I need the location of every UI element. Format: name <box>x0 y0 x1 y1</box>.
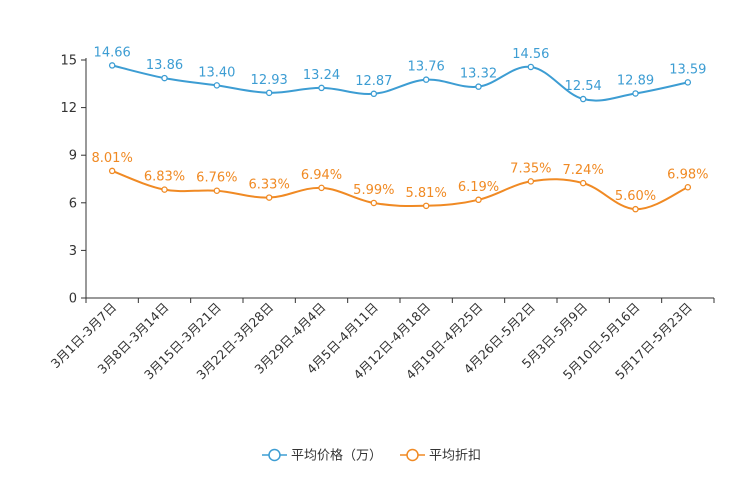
data-point[interactable] <box>527 178 535 185</box>
data-point[interactable] <box>370 90 378 98</box>
y-tick-label: 9 <box>69 149 77 164</box>
data-point[interactable] <box>161 186 168 193</box>
data-label: 12.87 <box>355 74 392 89</box>
data-point[interactable] <box>265 89 273 97</box>
data-label: 14.66 <box>94 45 131 60</box>
legend[interactable]: 平均价格（万） 平均折扣 <box>262 448 481 464</box>
data-label: 5.60% <box>615 189 656 204</box>
data-point[interactable] <box>370 199 378 207</box>
data-label: 12.89 <box>617 73 654 88</box>
data-point[interactable] <box>684 79 692 86</box>
data-point[interactable] <box>318 184 325 192</box>
legend-marker-icon <box>406 448 419 462</box>
data-point[interactable] <box>684 184 692 191</box>
data-label: 12.54 <box>565 79 602 94</box>
data-label: 13.86 <box>146 58 183 73</box>
data-label: 6.76% <box>196 171 237 186</box>
data-point[interactable] <box>265 194 273 201</box>
data-label: 6.94% <box>301 168 342 183</box>
data-label: 6.19% <box>458 180 499 195</box>
y-tick-label: 3 <box>69 244 77 259</box>
data-label: 6.83% <box>144 170 185 185</box>
data-label: 13.76 <box>408 60 445 75</box>
data-point[interactable] <box>579 95 587 103</box>
series-1: 14.66 13.86 13.40 12.93 13.24 12.87 13.76 13.32… <box>94 45 706 103</box>
data-label: 5.99% <box>353 183 394 198</box>
series-line <box>111 169 689 211</box>
series-2: 8.01% 6.83% 6.76% 6.33% 6.94% 5.99% 5.81% 6.19%… <box>92 151 708 213</box>
x-axis: 3月1日-3月7日3月8日-3月14日3月15日-3月21日3月22日-3月28… <box>48 297 715 382</box>
data-label: 13.32 <box>460 67 497 82</box>
legend-label: 平均价格（万） <box>291 448 382 464</box>
data-point[interactable] <box>475 83 482 90</box>
data-point[interactable] <box>213 187 221 194</box>
data-label: 6.33% <box>249 178 290 193</box>
data-point[interactable] <box>318 84 325 92</box>
data-point[interactable] <box>108 62 116 69</box>
data-point[interactable] <box>422 202 430 210</box>
data-point[interactable] <box>527 63 535 71</box>
series-line <box>111 64 689 102</box>
y-tick-label: 6 <box>69 196 77 211</box>
data-point[interactable] <box>161 74 168 82</box>
data-point[interactable] <box>632 90 639 97</box>
legend-item-2[interactable]: 平均折扣 <box>400 449 481 464</box>
data-label: 7.35% <box>510 161 551 176</box>
series-layer: 14.66 13.86 13.40 12.93 13.24 12.87 13.76 13.32… <box>92 45 708 213</box>
y-tick-label: 15 <box>60 54 77 69</box>
data-point[interactable] <box>475 196 482 204</box>
data-label: 13.24 <box>303 68 340 83</box>
data-label: 13.59 <box>669 62 706 77</box>
data-label: 6.98% <box>667 167 708 182</box>
data-label: 12.93 <box>251 73 288 88</box>
data-point[interactable] <box>213 82 221 89</box>
data-point[interactable] <box>632 205 639 213</box>
y-tick-label: 12 <box>60 101 77 116</box>
legend-item-1[interactable]: 平均价格（万） <box>262 448 382 464</box>
data-label: 14.56 <box>512 47 549 62</box>
data-label: 7.24% <box>563 163 604 178</box>
data-label: 8.01% <box>92 151 133 166</box>
data-label: 5.81% <box>406 186 447 201</box>
y-tick-label: 0 <box>69 292 77 307</box>
data-point[interactable] <box>579 179 587 187</box>
data-label: 13.40 <box>198 65 235 80</box>
data-point[interactable] <box>108 167 116 175</box>
legend-marker-icon <box>268 448 281 462</box>
y-axis: 0 3 6 9 12 15 <box>60 54 87 307</box>
data-point[interactable] <box>422 76 430 83</box>
legend-label: 平均折扣 <box>429 449 481 464</box>
